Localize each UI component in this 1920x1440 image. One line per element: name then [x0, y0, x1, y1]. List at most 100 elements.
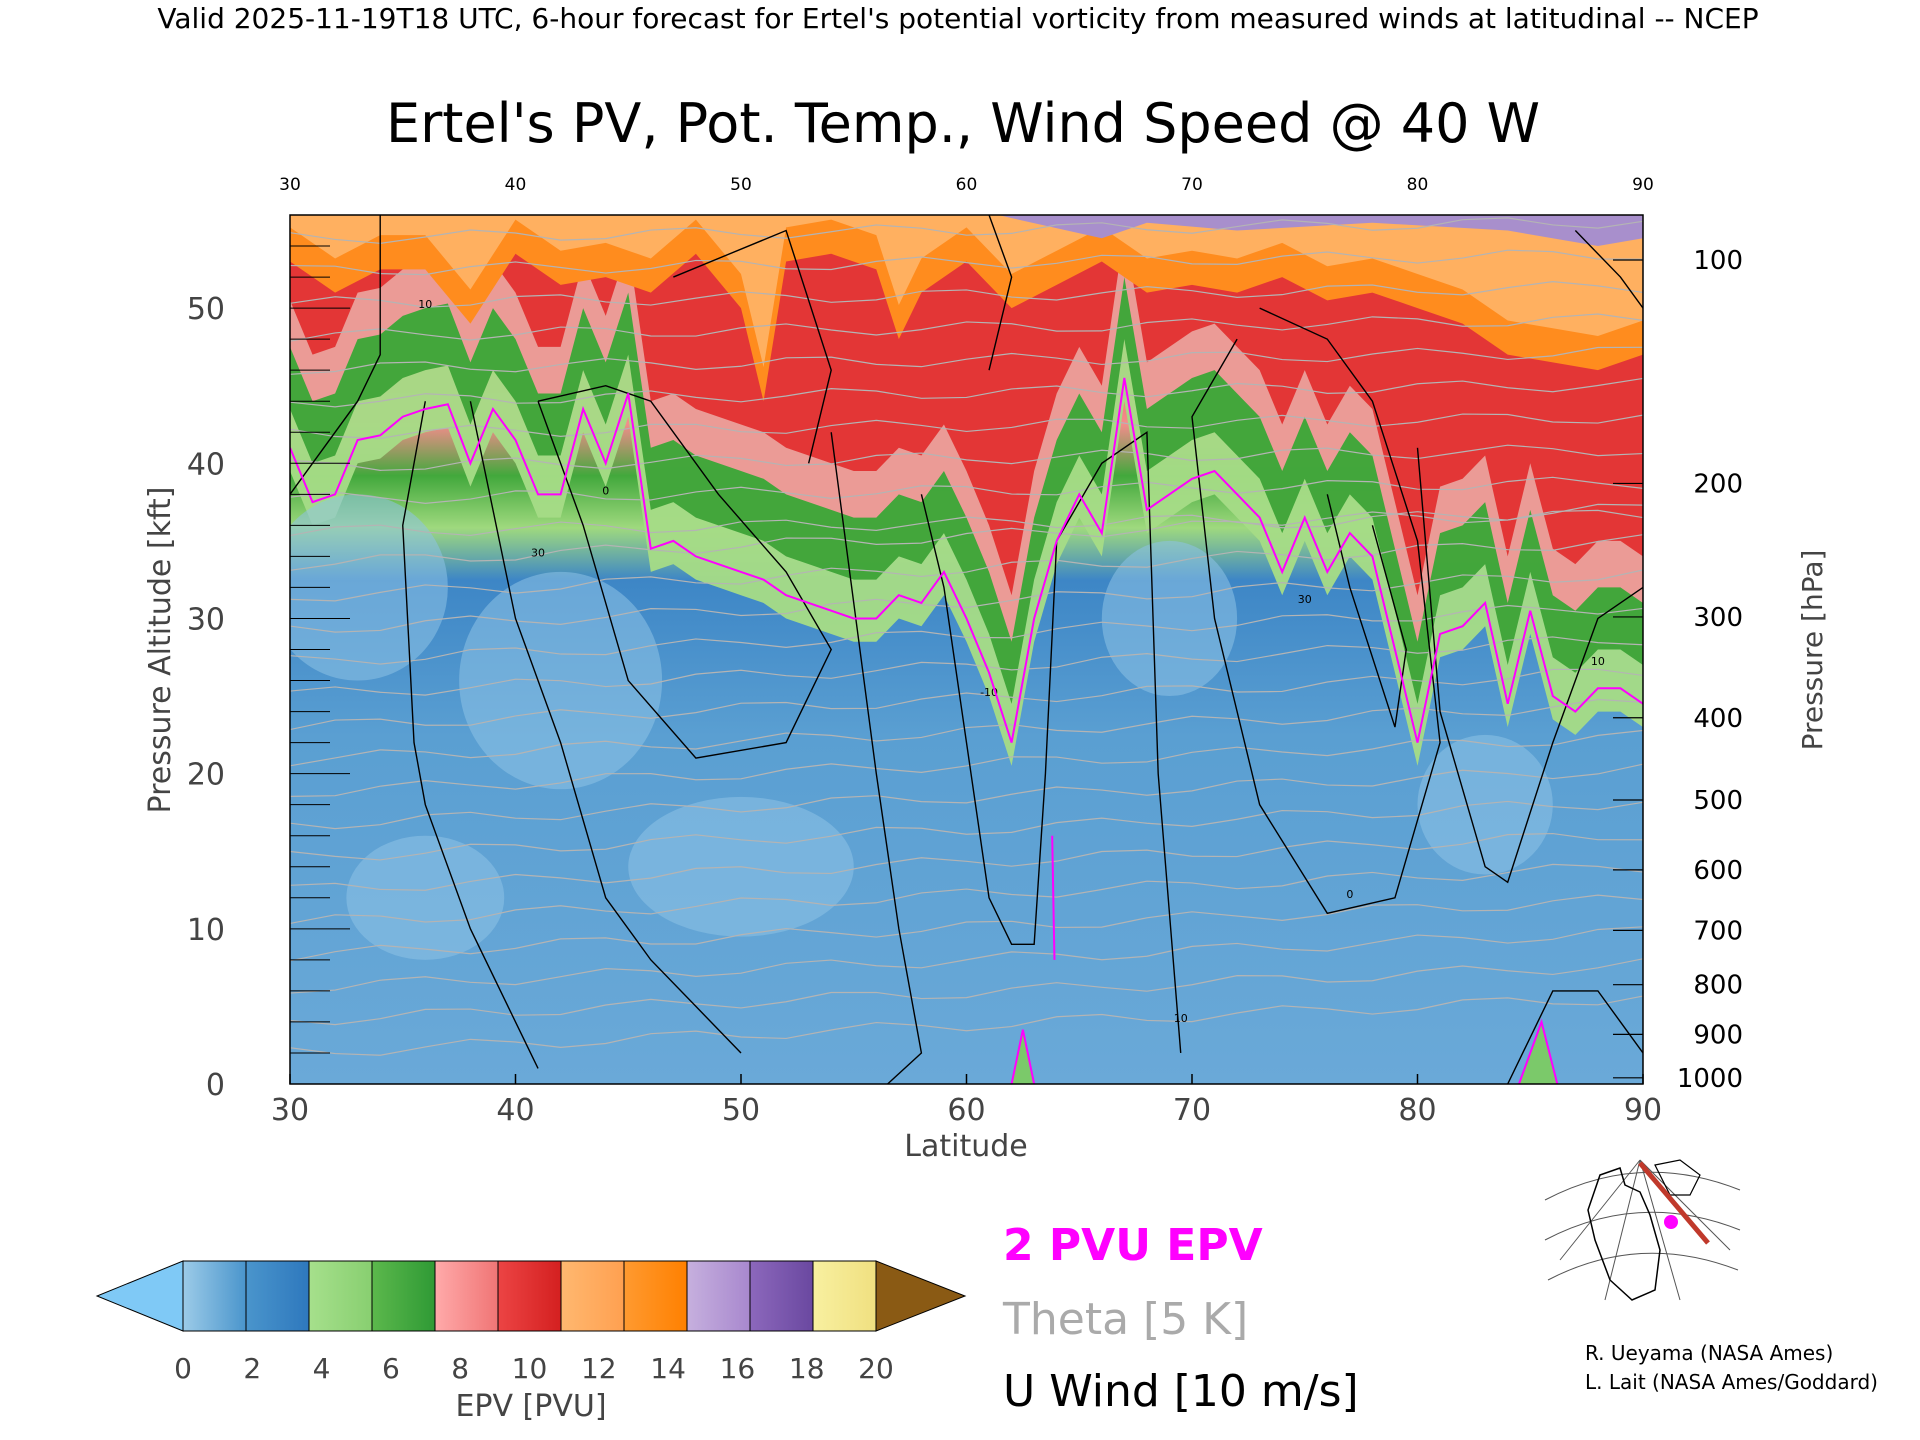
colorbar-over-arrow	[875, 1260, 967, 1332]
x-tick-label-3: 60	[947, 1093, 985, 1128]
pv-layer-purple	[998, 215, 1643, 247]
top-tick-label-4: 70	[1181, 175, 1203, 195]
u-wind-contour-4	[673, 229, 832, 464]
u-wind-contour-5	[830, 432, 923, 1084]
theta-contour-4	[290, 863, 1643, 925]
colorbar-segment-4	[434, 1260, 499, 1332]
u-wind-label-5: 30	[1298, 593, 1312, 606]
theta-contour-10	[290, 668, 1643, 731]
pvu2-contour-segment	[1051, 835, 1056, 960]
theta-contour-16	[290, 509, 1643, 537]
theta-contour-18	[290, 444, 1643, 471]
top-axis-ticks: 30 40 50 60 70 80 90	[279, 175, 1654, 195]
u-wind-label-0: 10	[418, 298, 432, 311]
pressure-tick-label-8: 900	[1693, 1020, 1743, 1050]
pv-layer-light-orange	[290, 215, 1643, 368]
colorbar-segment-10	[812, 1260, 877, 1332]
colorbar-tick-10: 20	[858, 1352, 894, 1385]
u-wind-contour-7	[1191, 307, 1441, 915]
pvu2-contour	[290, 377, 1643, 1084]
theta-contour-0	[290, 995, 1643, 1056]
x-axis-ticks: 30 40 50 60 70 80 90	[271, 1074, 1662, 1128]
u-wind-label-6: 0	[1346, 888, 1353, 901]
colorbar-tick-5: 10	[512, 1352, 548, 1385]
inset-track	[1638, 1161, 1710, 1245]
u-wind-contour-9	[1416, 447, 1643, 884]
theta-contour-6	[290, 800, 1643, 861]
pressure-tick-label-4: 500	[1693, 786, 1743, 816]
colorbar-segment-8	[686, 1260, 751, 1332]
legend-item-theta: Theta [5 K]	[1002, 1294, 1248, 1345]
top-tick-label-3: 60	[956, 175, 978, 195]
x-tick-label-4: 70	[1173, 1093, 1211, 1128]
theta-contour-3	[290, 894, 1643, 962]
pressure-tick-label-0: 100	[1693, 246, 1743, 276]
u-wind-label-7: 10	[1591, 655, 1605, 668]
pvu2-contour-line	[290, 377, 1643, 743]
credit-line-1: R. Ueyama (NASA Ames)	[1585, 1341, 1833, 1365]
top-tick-label-1: 40	[505, 175, 527, 195]
credit-line-2: L. Lait (NASA Ames/Goddard)	[1585, 1370, 1878, 1394]
u-wind-contour-10	[1507, 990, 1643, 1084]
colorbar-segment-7	[623, 1260, 688, 1332]
theta-contour-9	[290, 698, 1643, 767]
u-wind-contour-12	[988, 215, 1013, 371]
pv-layer-orange	[290, 215, 1643, 402]
theta-contour-23	[290, 281, 1643, 308]
theta-contour-24	[290, 249, 1643, 276]
colorbar-segment-1	[245, 1260, 310, 1332]
colorbar-tick-8: 16	[720, 1352, 756, 1385]
pressure-tick-label-3: 400	[1693, 704, 1743, 734]
y-tick-label-3: 30	[187, 602, 225, 637]
colorbar-label: EPV [PVU]	[455, 1389, 606, 1424]
colorbar-tick-2: 4	[313, 1352, 331, 1385]
x-tick-label-0: 30	[271, 1093, 309, 1128]
theta-contour-17	[290, 476, 1643, 504]
theta-contour-15	[290, 503, 1643, 571]
u-wind-contour-2	[469, 401, 742, 1054]
pv-light-patch-5	[346, 835, 505, 960]
colorbar-segment-0	[182, 1260, 247, 1332]
y-tick-label-2: 20	[187, 758, 225, 793]
theta-contour-2	[290, 926, 1643, 994]
colorbar-under-arrow	[95, 1260, 184, 1332]
pressure-tick-label-9: 1000	[1677, 1064, 1743, 1094]
theta-contour-1	[290, 958, 1643, 1026]
colorbar-tick-6: 12	[581, 1352, 617, 1385]
theta-contour-12	[290, 604, 1643, 665]
u-wind-contour-0	[290, 215, 381, 495]
pressure-axis-ticks: 100 200 300 400 500 600 700 800 900 1000	[1613, 246, 1743, 1094]
theta-contour-22	[290, 313, 1643, 342]
theta-contours	[290, 217, 1643, 1056]
inset-marker	[1664, 1215, 1678, 1229]
x-tick-label-6: 90	[1624, 1093, 1662, 1128]
colorbar-tick-7: 14	[650, 1352, 686, 1385]
colorbar-tick-3: 6	[382, 1352, 400, 1385]
y-tick-label-1: 10	[187, 913, 225, 948]
colorbar-segment-3	[371, 1260, 436, 1332]
colorbar-tick-9: 18	[789, 1352, 825, 1385]
top-tick-label-5: 80	[1407, 175, 1429, 195]
colorbar-tick-1: 2	[243, 1352, 261, 1385]
u-wind-label-1: 30	[531, 546, 545, 559]
pressure-tick-label-6: 700	[1693, 916, 1743, 946]
legend-item-u-wind: U Wind [10 m/s]	[1003, 1366, 1359, 1417]
top-tick-label-0: 30	[279, 175, 301, 195]
pv-light-patch-4	[1417, 734, 1553, 875]
colorbar-segment-2	[308, 1260, 373, 1332]
colorbar-segment-6	[560, 1260, 625, 1332]
inset-map	[1541, 1155, 1741, 1305]
u-wind-contour-3	[537, 384, 832, 759]
theta-contour-20	[290, 377, 1643, 408]
theta-contour-13	[290, 569, 1643, 633]
pressure-tick-label-2: 300	[1693, 603, 1743, 633]
colorbar: 0 2 4 6 8 10 12 14 16 18 20	[95, 1260, 967, 1385]
legend-item-2pvu: 2 PVU EPV	[1003, 1220, 1263, 1271]
theta-contour-11	[290, 636, 1643, 696]
top-tick-label-2: 50	[730, 175, 752, 195]
colorbar-tick-0: 0	[174, 1352, 192, 1385]
x-axis-label: Latitude	[904, 1129, 1027, 1164]
y-axis-ticks: 0 10 20 30 40 50	[187, 214, 350, 1103]
